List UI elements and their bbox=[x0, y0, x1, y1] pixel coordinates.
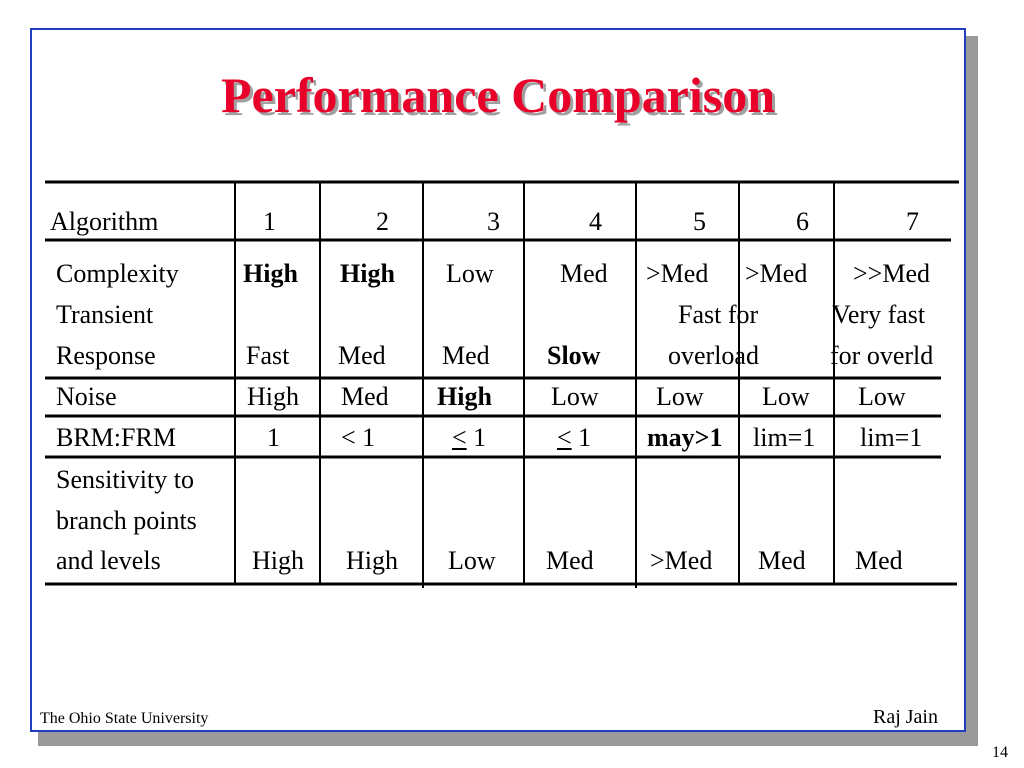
table-cell: Med bbox=[338, 341, 386, 370]
table-cell: Fast for bbox=[678, 300, 759, 329]
header-col-4: 4 bbox=[589, 207, 602, 236]
table-cell: Slow bbox=[547, 341, 601, 370]
table-cell: High bbox=[243, 259, 298, 288]
row-label-sensitivity-1: Sensitivity to bbox=[56, 465, 194, 494]
row-label-transient: Transient bbox=[56, 300, 154, 329]
table-cell: lim=1 bbox=[753, 423, 816, 452]
table-cell: >Med bbox=[646, 259, 709, 288]
table-cell: Med bbox=[442, 341, 490, 370]
slide-title: Performance Comparison bbox=[220, 67, 776, 123]
table-cell: Med bbox=[546, 546, 594, 575]
header-col-6: 6 bbox=[796, 207, 809, 236]
table-cell: Fast bbox=[246, 341, 290, 370]
table-cell: Very fast bbox=[832, 300, 926, 329]
header-col-1: 1 bbox=[263, 207, 276, 236]
table-cell: < 1 bbox=[341, 423, 376, 452]
row-label-sensitivity-3: and levels bbox=[56, 546, 161, 575]
footer-author: Raj Jain bbox=[873, 706, 938, 728]
header-algorithm: Algorithm bbox=[50, 207, 159, 236]
row-label-complexity: Complexity bbox=[56, 259, 179, 288]
row-label-brm-frm: BRM:FRM bbox=[56, 423, 176, 452]
table-cell: Low bbox=[656, 382, 704, 411]
table-cell: >>Med bbox=[853, 259, 930, 288]
footer-university: The Ohio State University bbox=[40, 710, 209, 727]
row-label-response: Response bbox=[56, 341, 156, 370]
header-col-5: 5 bbox=[693, 207, 706, 236]
table-cell: >Med bbox=[650, 546, 713, 575]
table-cell: Med bbox=[341, 382, 389, 411]
table-cell: High bbox=[346, 546, 398, 575]
header-col-2: 2 bbox=[376, 207, 389, 236]
table-cell: overload bbox=[668, 341, 759, 370]
header-col-7: 7 bbox=[906, 207, 919, 236]
table-cell: lim=1 bbox=[860, 423, 923, 452]
table-cell: Low bbox=[762, 382, 810, 411]
header-col-3: 3 bbox=[487, 207, 500, 236]
table-cell: may>1 bbox=[647, 423, 723, 452]
table-cell: High bbox=[437, 382, 492, 411]
table-cell: Low bbox=[446, 259, 494, 288]
table-cell: Low bbox=[858, 382, 906, 411]
table-cell: for overld bbox=[830, 341, 934, 370]
table-cell: < 1 bbox=[452, 423, 487, 452]
table-cell: Low bbox=[448, 546, 496, 575]
table-cell: Med bbox=[855, 546, 903, 575]
table-cell: High bbox=[252, 546, 304, 575]
table-cell: < 1 bbox=[557, 423, 592, 452]
slide-frame bbox=[30, 28, 966, 732]
table-cell: Med bbox=[758, 546, 806, 575]
table-cell: Low bbox=[551, 382, 599, 411]
row-label-noise: Noise bbox=[56, 382, 117, 411]
table-cell: High bbox=[340, 259, 395, 288]
page-number: 14 bbox=[992, 744, 1008, 761]
table-cell: >Med bbox=[745, 259, 808, 288]
row-label-sensitivity-2: branch points bbox=[56, 506, 197, 535]
table-cell: 1 bbox=[267, 423, 280, 452]
table-cell: Med bbox=[560, 259, 608, 288]
table-cell: High bbox=[247, 382, 299, 411]
